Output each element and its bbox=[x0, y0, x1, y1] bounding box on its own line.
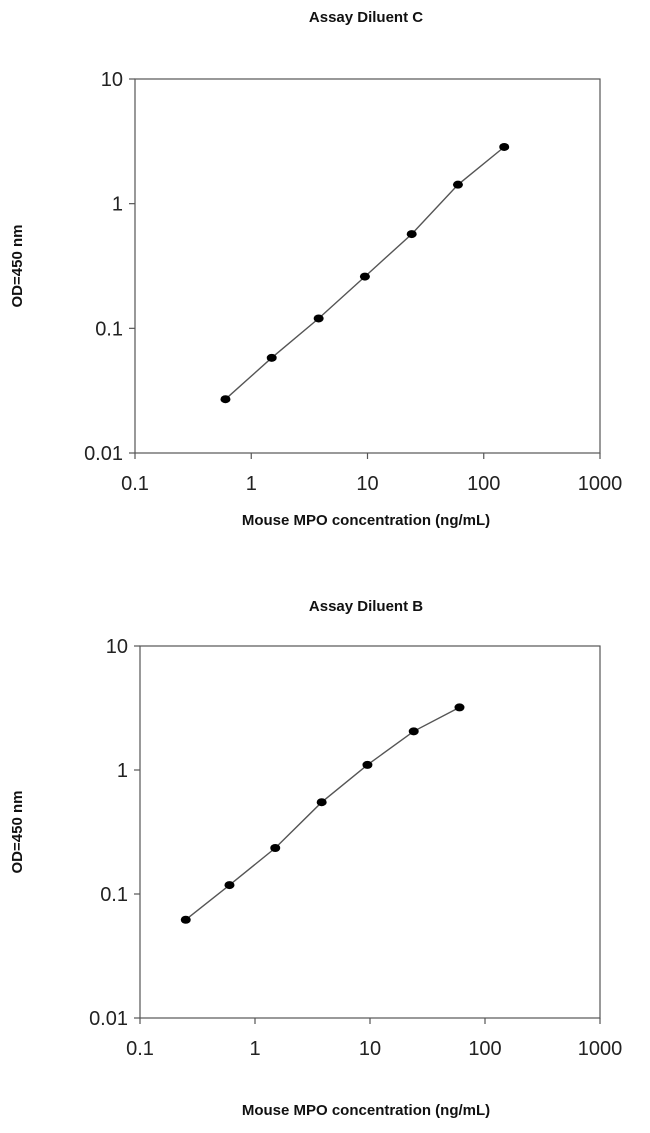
data-point bbox=[499, 142, 510, 151]
y-tick-label: 10 bbox=[101, 69, 123, 91]
chart-assay-diluent-c: Assay Diluent C OD=450 nm Mouse MPO conc… bbox=[9, 9, 622, 529]
data-point bbox=[220, 395, 231, 404]
chart-assay-diluent-b: Assay Diluent B OD=450 nm Mouse MPO conc… bbox=[9, 598, 622, 1119]
y-tick-label: 0.1 bbox=[100, 884, 128, 906]
data-point bbox=[313, 314, 324, 323]
data-point bbox=[180, 915, 191, 924]
data-point bbox=[316, 798, 327, 807]
x-tick-label: 10 bbox=[356, 473, 378, 495]
y-tick-label: 0.01 bbox=[84, 443, 123, 465]
y-tick-label: 10 bbox=[106, 636, 128, 658]
y-axis-label: OD=450 nm bbox=[9, 791, 26, 874]
x-tick-label: 1000 bbox=[578, 473, 623, 495]
y-tick-label: 0.1 bbox=[95, 318, 123, 340]
x-tick-label: 0.1 bbox=[126, 1038, 154, 1060]
data-point bbox=[406, 230, 417, 239]
data-point bbox=[452, 180, 463, 189]
x-tick-label: 1 bbox=[249, 1038, 260, 1060]
data-point bbox=[266, 353, 277, 362]
plot-frame bbox=[134, 78, 601, 454]
plot-frame bbox=[139, 645, 601, 1019]
x-tick-label: 100 bbox=[468, 1038, 501, 1060]
x-tick-label: 1000 bbox=[578, 1038, 623, 1060]
x-tick-label: 1 bbox=[246, 473, 257, 495]
y-tick-label: 1 bbox=[117, 760, 128, 782]
x-axis-label: Mouse MPO concentration (ng/mL) bbox=[242, 512, 490, 529]
y-tick-label: 0.01 bbox=[89, 1008, 128, 1030]
plot-area: 0.01 0.1 1 10 0.1 1 10 100 1000 bbox=[89, 636, 622, 1060]
plot-area: 0.01 0.1 1 10 0.1 1 10 100 1000 bbox=[84, 69, 622, 495]
x-tick-label: 10 bbox=[359, 1038, 381, 1060]
chart-title: Assay Diluent B bbox=[309, 598, 423, 615]
data-point bbox=[359, 272, 370, 281]
data-point bbox=[454, 703, 465, 712]
x-axis-label: Mouse MPO concentration (ng/mL) bbox=[242, 1102, 490, 1119]
data-point bbox=[362, 760, 373, 769]
data-point bbox=[408, 727, 419, 736]
data-point bbox=[270, 843, 281, 852]
x-tick-label: 100 bbox=[467, 473, 500, 495]
y-tick-label: 1 bbox=[112, 194, 123, 216]
x-tick-label: 0.1 bbox=[121, 473, 149, 495]
y-axis-label: OD=450 nm bbox=[9, 225, 26, 308]
data-point bbox=[224, 881, 235, 890]
chart-title: Assay Diluent C bbox=[309, 9, 423, 26]
